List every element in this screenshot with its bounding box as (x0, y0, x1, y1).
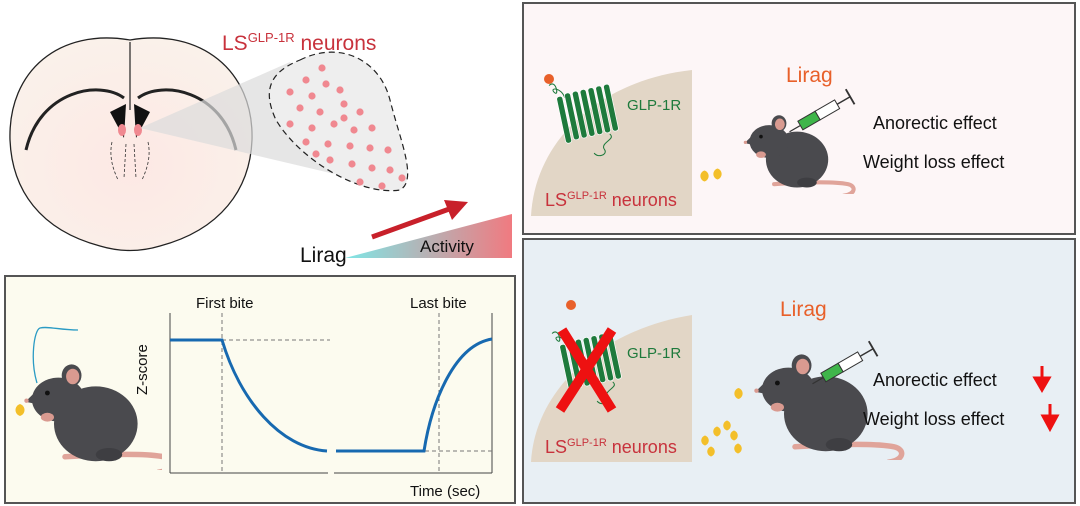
trace-decay (170, 338, 328, 453)
neuron-dot (398, 174, 406, 182)
overview-title: LSGLP-1R neurons (222, 30, 376, 55)
activity-ramp (345, 214, 512, 258)
neuron-dot (286, 88, 294, 96)
neuron-dot (340, 100, 348, 108)
trace-recovery (336, 337, 493, 453)
time-axis-label: Time (sec) (410, 483, 480, 500)
drug-label: Lirag (786, 64, 833, 87)
neuron-dot (366, 144, 374, 152)
first-bite-label: First bite (196, 295, 254, 312)
neuron-dot (302, 138, 310, 146)
knockout-panel: GLP-1R LSGLP-1R neurons Lirag Anorectic … (522, 238, 1076, 504)
activity-label: Activity (420, 237, 474, 256)
neuron-dot (302, 76, 310, 84)
receptor-label: GLP-1R (627, 97, 681, 114)
intact-panel: GLP-1R LSGLP-1R neurons Lirag Anorectic … (522, 2, 1076, 235)
neuron-dot (330, 120, 338, 128)
neuron-dot (368, 124, 376, 132)
weight-loss-decrease-arrow-icon (1040, 404, 1060, 433)
neuron-dot (308, 92, 316, 100)
neurons-label: LSGLP-1R neurons (545, 437, 677, 457)
liraglutide-molecule (566, 300, 576, 310)
neuron-dot (286, 120, 294, 128)
zscore-axis-label: Z-score (134, 344, 151, 395)
neuron-dot (296, 104, 304, 112)
overview-drug-label: Lirag (300, 244, 347, 267)
last-bite-label: Last bite (410, 295, 467, 312)
knockout-x-icon (555, 327, 617, 413)
receptor-label: GLP-1R (627, 345, 681, 362)
neuron-dot (348, 160, 356, 168)
neuron-dot (318, 64, 326, 72)
weight-loss-effect-label: Weight loss effect (863, 152, 1004, 172)
neuron-dot (368, 164, 376, 172)
neuron-dot (346, 142, 354, 150)
ls-region-left (118, 124, 126, 136)
neuron-dot (312, 150, 320, 158)
neuron-dot (350, 126, 358, 134)
neuron-dot (378, 182, 386, 190)
optic-fiber (32, 326, 79, 384)
neuron-dot (384, 146, 392, 154)
ls-inset (268, 51, 409, 192)
anorectic-effect-label: Anorectic effect (873, 370, 997, 390)
neuron-dot (386, 166, 394, 174)
neuron-dot (324, 140, 332, 148)
neuron-dot (326, 156, 334, 164)
neuron-dot (356, 178, 364, 186)
anorectic-effect-label: Anorectic effect (873, 113, 997, 133)
neuron-dot (336, 86, 344, 94)
increase-arrow-shaft (371, 205, 453, 240)
neuron-dot (322, 80, 330, 88)
ls-region-right (134, 124, 142, 136)
overview-section: LSGLP-1R neurons Lirag Activity (9, 30, 512, 267)
weight-loss-effect-label: Weight loss effect (863, 409, 1004, 429)
neuron-dots (286, 64, 406, 190)
neuron-dot (308, 124, 316, 132)
neurons-label: LSGLP-1R neurons (545, 190, 677, 210)
liraglutide-molecule (544, 74, 554, 84)
drug-label: Lirag (780, 298, 827, 321)
trace-panel: Z-score First bite Last bite Time (sec) (4, 275, 516, 504)
neuron-dot (356, 108, 364, 116)
neuron-dot (316, 108, 324, 116)
increase-arrow-head (444, 200, 468, 220)
neuron-dot (340, 114, 348, 122)
anorectic-decrease-arrow-icon (1032, 366, 1052, 393)
ls-tissue (531, 70, 692, 216)
